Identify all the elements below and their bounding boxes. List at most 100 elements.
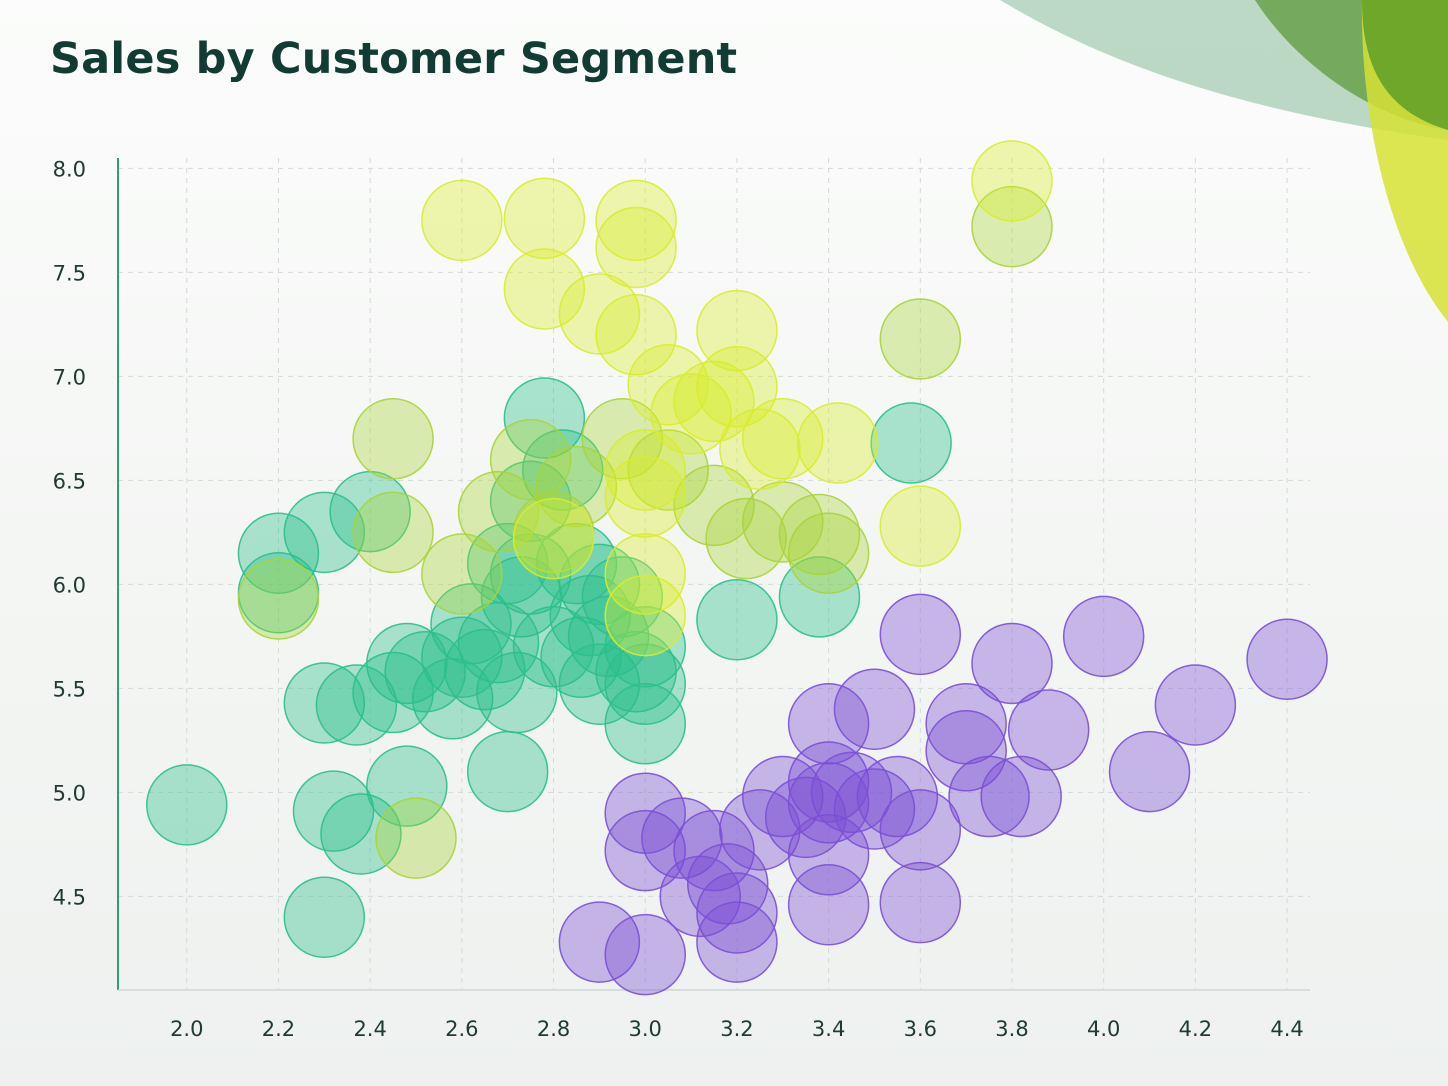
data-point-violet [971, 622, 1053, 705]
y-tick-label: 7.5 [53, 261, 86, 285]
data-point-green_yellow [535, 445, 618, 528]
data-point-violet [1062, 595, 1145, 678]
y-tick-label: 8.0 [53, 157, 86, 181]
data-point-teal [604, 643, 686, 725]
data-point-green_yellow [971, 185, 1053, 268]
data-point-yellow [595, 206, 677, 289]
data-point-green_yellow [581, 398, 664, 480]
data-point-teal [352, 651, 434, 734]
data-point-yellow [696, 289, 778, 372]
data-point-teal [540, 616, 622, 698]
y-tick-label: 5.5 [53, 677, 86, 701]
data-point-yellow [797, 402, 879, 484]
data-point-yellow [673, 360, 755, 443]
series-teal [146, 377, 952, 958]
data-point-yellow [604, 456, 686, 538]
y-tick-label: 7.0 [53, 365, 86, 389]
data-point-violet [833, 768, 916, 850]
data-point-yellow [696, 346, 778, 428]
series-green_yellow [237, 185, 1053, 879]
data-point-yellow [650, 373, 732, 455]
data-point-violet [742, 755, 824, 838]
data-point-violet [948, 755, 1030, 838]
series-yellow [421, 140, 1053, 657]
data-point-yellow [512, 497, 595, 580]
x-tick-label: 3.2 [720, 1017, 753, 1041]
data-point-teal [567, 595, 650, 678]
data-point-green_yellow [352, 398, 434, 480]
data-point-yellow [604, 533, 686, 615]
data-point-teal [604, 606, 686, 688]
data-point-yellow [503, 248, 586, 330]
x-tick-label: 2.0 [170, 1017, 203, 1041]
data-point-violet [604, 913, 686, 996]
x-tick-label: 4.2 [1179, 1017, 1212, 1041]
data-point-violet [980, 755, 1062, 838]
data-point-yellow [595, 179, 677, 262]
data-point-teal [778, 556, 861, 638]
data-point-green_yellow [237, 558, 320, 640]
data-point-yellow [558, 273, 641, 355]
data-point-violet [558, 901, 641, 983]
data-point-violet [787, 683, 870, 765]
data-point-green_yellow [457, 470, 540, 553]
data-point-violet [696, 901, 778, 983]
data-point-violet [879, 593, 962, 676]
data-point-teal [283, 662, 366, 744]
data-point-yellow [421, 179, 503, 262]
data-point-teal [870, 402, 952, 484]
data-point-violet [787, 863, 870, 946]
data-point-violet [1246, 618, 1328, 701]
data-point-teal [466, 730, 549, 813]
data-point-violet [879, 861, 962, 944]
data-point-violet [787, 741, 870, 823]
data-point-green_yellow [352, 491, 434, 574]
data-point-teal [292, 770, 375, 852]
data-point-green_yellow [375, 797, 457, 879]
data-point-violet [641, 797, 723, 879]
grid-lines [118, 158, 1310, 990]
data-point-teal [146, 764, 228, 846]
x-tick-label: 4.0 [1087, 1017, 1120, 1041]
x-tick-label: 2.8 [537, 1017, 570, 1041]
data-point-teal [283, 876, 366, 958]
data-point-teal [696, 579, 778, 661]
data-point-green_yellow [673, 464, 755, 547]
data-point-violet [1007, 689, 1090, 771]
data-point-teal [366, 745, 448, 827]
chart-title: Sales by Customer Segment [50, 34, 738, 84]
data-point-yellow [604, 429, 686, 511]
data-point-violet [1108, 730, 1191, 813]
data-point-teal [535, 522, 618, 605]
data-point-yellow [879, 485, 962, 567]
data-point-violet [787, 762, 870, 844]
x-tick-label: 3.0 [629, 1017, 662, 1041]
x-tick-label: 2.6 [445, 1017, 478, 1041]
series-violet [558, 593, 1328, 996]
data-point-green_yellow [627, 429, 709, 511]
data-point-violet [833, 668, 916, 750]
data-point-violet [879, 789, 962, 871]
data-point-green_yellow [787, 512, 870, 594]
data-point-yellow [595, 294, 677, 376]
data-point-violet [696, 872, 778, 954]
x-tick-label: 2.2 [262, 1017, 295, 1041]
data-point-violet [604, 809, 686, 892]
data-point-yellow [971, 140, 1053, 222]
x-tick-label: 2.4 [353, 1017, 386, 1041]
x-tick-label: 4.4 [1270, 1017, 1303, 1041]
y-tick-label: 6.5 [53, 469, 86, 493]
x-tick-label: 3.6 [904, 1017, 937, 1041]
data-point-yellow [604, 574, 686, 657]
data-point-teal [283, 491, 366, 574]
data-point-yellow [742, 398, 824, 480]
data-point-green_yellow [421, 533, 503, 615]
data-point-teal [315, 664, 398, 746]
x-tick-label: 3.8 [995, 1017, 1028, 1041]
data-point-violet [764, 776, 847, 859]
data-point-violet [810, 751, 893, 834]
y-tick-label: 4.5 [53, 885, 86, 909]
data-point-teal [476, 651, 558, 734]
data-point-yellow [503, 177, 586, 260]
